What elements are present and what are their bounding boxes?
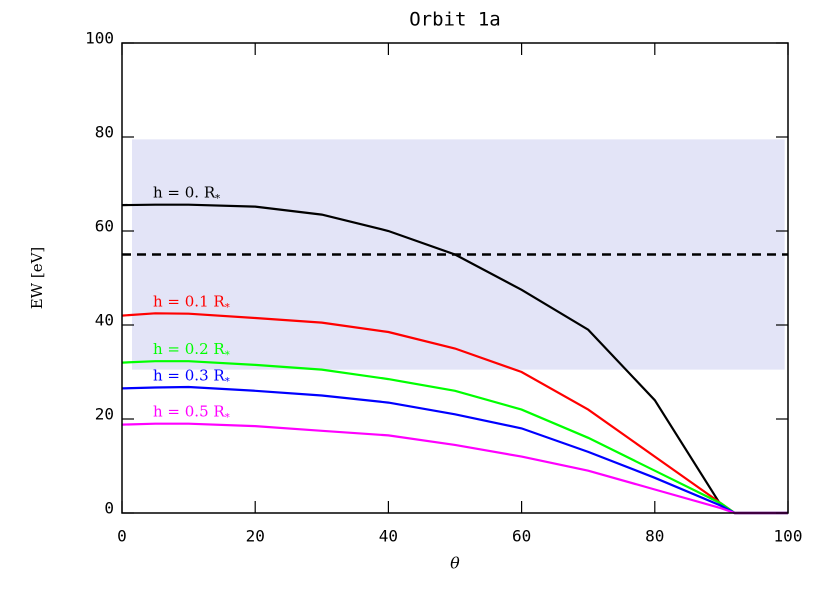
x-axis-label: θ — [450, 554, 460, 573]
x-tick-label: 60 — [512, 527, 531, 546]
series-label-text: h = 0.2 R — [153, 340, 225, 358]
series-label-sub: * — [225, 412, 230, 423]
series-label-sub: * — [215, 193, 220, 204]
series-label-text: h = 0.3 R — [153, 367, 225, 385]
series-label-text: h = 0.5 R — [153, 403, 225, 421]
y-axis-label: EW [eV] — [28, 247, 46, 310]
series-label: h = 0.3 R* — [153, 367, 230, 388]
y-tick-label: 100 — [85, 29, 114, 48]
series-label-text: h = 0. R — [153, 184, 216, 202]
series-label: h = 0.2 R* — [153, 340, 230, 361]
series-label: h = 0.5 R* — [153, 403, 230, 424]
series-label: h = 0. R* — [153, 184, 220, 205]
x-tick-label: 40 — [379, 527, 398, 546]
y-tick-label: 0 — [104, 499, 114, 518]
series-label-text: h = 0.1 R — [153, 292, 225, 310]
series-label-sub: * — [225, 376, 230, 387]
x-tick-label: 20 — [246, 527, 265, 546]
x-tick-label: 100 — [774, 527, 803, 546]
y-tick-label: 60 — [95, 217, 114, 236]
x-tick-label: 0 — [117, 527, 127, 546]
series-label-sub: * — [225, 350, 230, 361]
x-tick-label: 80 — [645, 527, 664, 546]
y-tick-label: 40 — [95, 311, 114, 330]
series-label: h = 0.1 R* — [153, 292, 230, 313]
series-line — [121, 360, 788, 515]
y-tick-label: 20 — [95, 405, 114, 424]
y-tick-label: 80 — [95, 123, 114, 142]
series-line — [121, 385, 788, 515]
chart-title: Orbit 1a — [409, 9, 501, 31]
series-label-sub: * — [225, 302, 230, 313]
series-line — [121, 422, 788, 515]
plot-frame — [121, 42, 789, 514]
